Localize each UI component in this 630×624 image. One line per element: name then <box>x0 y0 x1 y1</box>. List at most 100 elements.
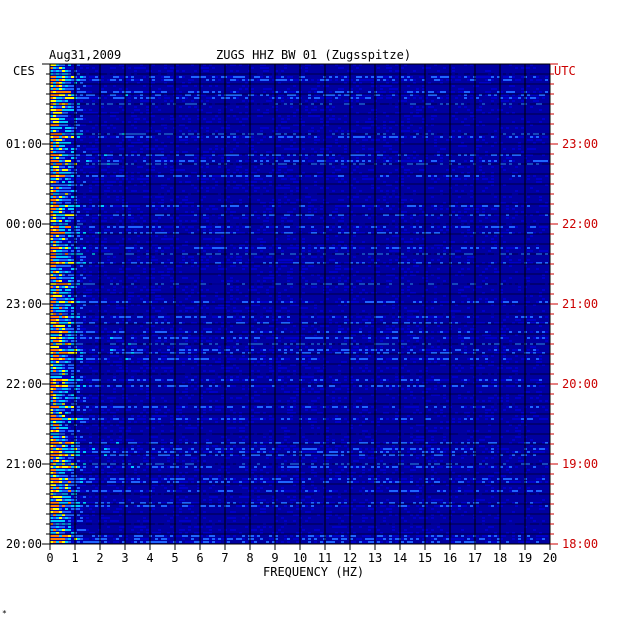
spectrogram-cell <box>71 76 74 78</box>
spectrogram-cell <box>176 94 179 96</box>
spectrogram-cell <box>254 304 257 306</box>
spectrogram-cell <box>350 289 353 291</box>
spectrogram-cell <box>461 121 464 123</box>
spectrogram-cell <box>95 184 98 186</box>
spectrogram-cell <box>137 118 140 120</box>
spectrogram-cell <box>62 187 65 189</box>
spectrogram-cell <box>404 115 407 117</box>
spectrogram-cell <box>191 307 194 309</box>
spectrogram-cell <box>65 172 68 174</box>
spectrogram-cell <box>80 256 83 258</box>
spectrogram-cell <box>119 106 122 108</box>
spectrogram-cell <box>293 238 296 240</box>
spectrogram-cell <box>128 91 131 93</box>
spectrogram-cell <box>389 97 392 99</box>
spectrogram-cell <box>68 220 71 222</box>
spectrogram-cell <box>170 151 173 153</box>
spectrogram-cell <box>353 94 356 96</box>
spectrogram-cell <box>371 205 374 207</box>
spectrogram-cell <box>284 307 287 309</box>
spectrogram-cell <box>83 295 86 297</box>
spectrogram-cell <box>503 100 506 102</box>
spectrogram-cell <box>395 250 398 252</box>
spectrogram-cell <box>59 211 62 213</box>
spectrogram-cell <box>92 301 95 303</box>
spectrogram-cell <box>410 112 413 114</box>
spectrogram-cell <box>470 196 473 198</box>
spectrogram-cell <box>404 100 407 102</box>
spectrogram-cell <box>176 205 179 207</box>
spectrogram-cell <box>362 178 365 180</box>
spectrogram-cell <box>50 289 53 291</box>
spectrogram-cell <box>221 268 224 270</box>
spectrogram-cell <box>359 190 362 192</box>
spectrogram-cell <box>314 151 317 153</box>
spectrogram-cell <box>434 142 437 144</box>
spectrogram-cell <box>425 232 428 234</box>
spectrogram-cell <box>401 292 404 294</box>
spectrogram-cell <box>104 112 107 114</box>
spectrogram-cell <box>209 247 212 249</box>
spectrogram-cell <box>128 301 131 303</box>
spectrogram-cell <box>95 70 98 72</box>
spectrogram-cell <box>407 130 410 132</box>
spectrogram-cell <box>278 166 281 168</box>
spectrogram-cell <box>347 100 350 102</box>
spectrogram-cell <box>470 256 473 258</box>
spectrogram-cell <box>395 187 398 189</box>
spectrogram-cell <box>290 79 293 81</box>
spectrogram-cell <box>275 91 278 93</box>
spectrogram-cell <box>263 70 266 72</box>
spectrogram-cell <box>422 238 425 240</box>
spectrogram-cell <box>134 226 137 228</box>
spectrogram-cell <box>119 280 122 282</box>
spectrogram-cell <box>257 247 260 249</box>
spectrogram-cell <box>452 70 455 72</box>
spectrogram-cell <box>140 232 143 234</box>
spectrogram-cell <box>68 190 71 192</box>
spectrogram-cell <box>116 205 119 207</box>
spectrogram-cell <box>350 244 353 246</box>
spectrogram-cell <box>506 76 509 78</box>
spectrogram-cell <box>77 199 80 201</box>
spectrogram-cell <box>167 190 170 192</box>
spectrogram-cell <box>326 85 329 87</box>
spectrogram-cell <box>365 79 368 81</box>
spectrogram-cell <box>227 124 230 126</box>
spectrogram-cell <box>311 232 314 234</box>
spectrogram-cell <box>425 280 428 282</box>
spectrogram-cell <box>122 178 125 180</box>
spectrogram-cell <box>350 154 353 156</box>
spectrogram-cell <box>266 232 269 234</box>
spectrogram-cell <box>383 85 386 87</box>
spectrogram-cell <box>284 232 287 234</box>
spectrogram-cell <box>494 214 497 216</box>
spectrogram-cell <box>266 214 269 216</box>
spectrogram-cell <box>62 229 65 231</box>
spectrogram-cell <box>146 181 149 183</box>
spectrogram-cell <box>113 190 116 192</box>
spectrogram-cell <box>56 211 59 213</box>
spectrogram-cell <box>494 94 497 96</box>
spectrogram-cell <box>62 136 65 138</box>
spectrogram-cell <box>233 232 236 234</box>
spectrogram-cell <box>221 175 224 177</box>
spectrogram-cell <box>335 97 338 99</box>
spectrogram-cell <box>539 232 542 234</box>
spectrogram-cell <box>464 76 467 78</box>
spectrogram-cell <box>62 214 65 216</box>
spectrogram-cell <box>545 136 548 138</box>
spectrogram-cell <box>467 76 470 78</box>
spectrogram-cell <box>71 199 74 201</box>
spectrogram-cell <box>80 184 83 186</box>
spectrogram-cell <box>209 106 212 108</box>
spectrogram-cell <box>425 157 428 159</box>
spectrogram-cell <box>197 178 200 180</box>
spectrogram-cell <box>95 124 98 126</box>
spectrogram-cell <box>371 280 374 282</box>
spectrogram-cell <box>263 112 266 114</box>
spectrogram-cell <box>437 232 440 234</box>
spectrogram-cell <box>89 262 92 264</box>
spectrogram-cell <box>290 100 293 102</box>
spectrogram-cell <box>89 301 92 303</box>
